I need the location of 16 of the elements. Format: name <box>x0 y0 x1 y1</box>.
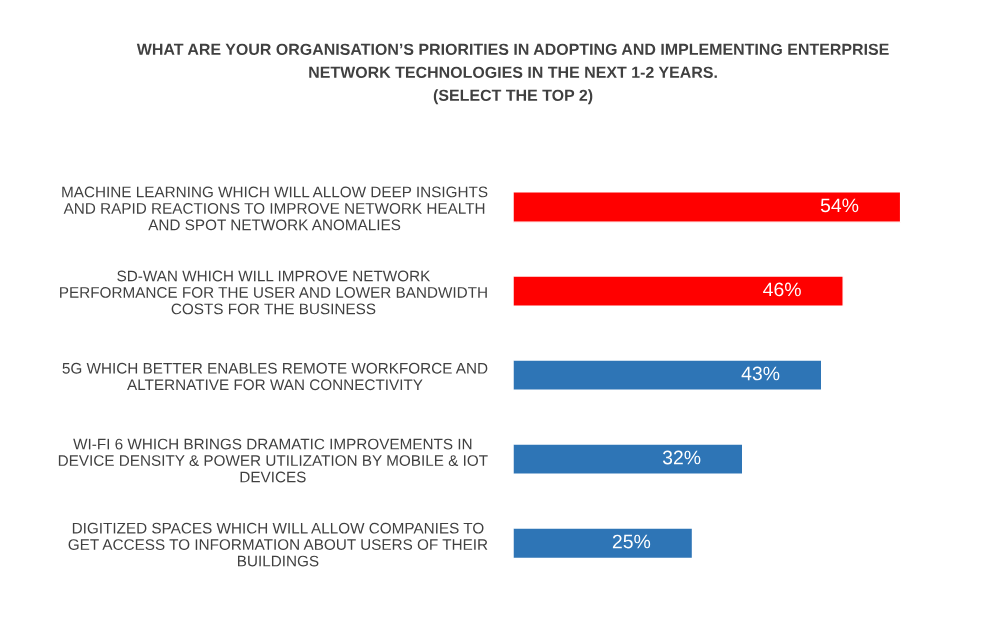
y-tick-label: WI-FI 6 WHICH BRINGS DRAMATIC IMPROVEMENTS IN DEVICE DENSITY & POWER UTILIZATION BY MOBILE & IOT DEVICES <box>58 438 488 483</box>
data-label: 54% <box>820 198 859 213</box>
bar <box>513 275 844 307</box>
data-label: 32% <box>662 450 701 465</box>
y-tick-label: MACHINE LEARNING WHICH WILL ALLOW DEEP INSIGHTS AND RAPID REACTIONS TO IMPROVE NETWORK HEALTH AND SPOT NETWORK ANOMALIES <box>62 186 488 231</box>
y-tick-label: 5G WHICH BETTER ENABLES REMOTE WORKFORCE AND ALTERNATIVE FOR WAN CONNECTIVITY <box>62 362 488 391</box>
chart-title: WHAT ARE YOUR ORGANISATION’S PRIORITIES IN ADOPTING AND IMPLEMENTING ENTERPRISE NETWORK TECHNOLOGIES IN THE NEXT 1-2 YEARS. (SELECT THE TOP 2) <box>136 43 889 105</box>
bar <box>513 527 694 560</box>
data-label: 43% <box>741 366 780 381</box>
bar <box>513 443 744 475</box>
bar <box>513 191 902 223</box>
data-label: 25% <box>612 534 651 549</box>
data-label: 46% <box>763 282 801 297</box>
y-tick-label: DIGITIZED SPACES WHICH WILL ALLOW COMPANIES TO GET ACCESS TO INFORMATION ABOUT USERS OF THEIR BUILDINGS <box>68 522 488 567</box>
bar <box>513 359 823 391</box>
y-tick-label: SD-WAN WHICH WILL IMPROVE NETWORK PERFORMANCE FOR THE USER AND LOWER BANDWIDTH COSTS FOR THE BUSINESS <box>60 270 487 315</box>
